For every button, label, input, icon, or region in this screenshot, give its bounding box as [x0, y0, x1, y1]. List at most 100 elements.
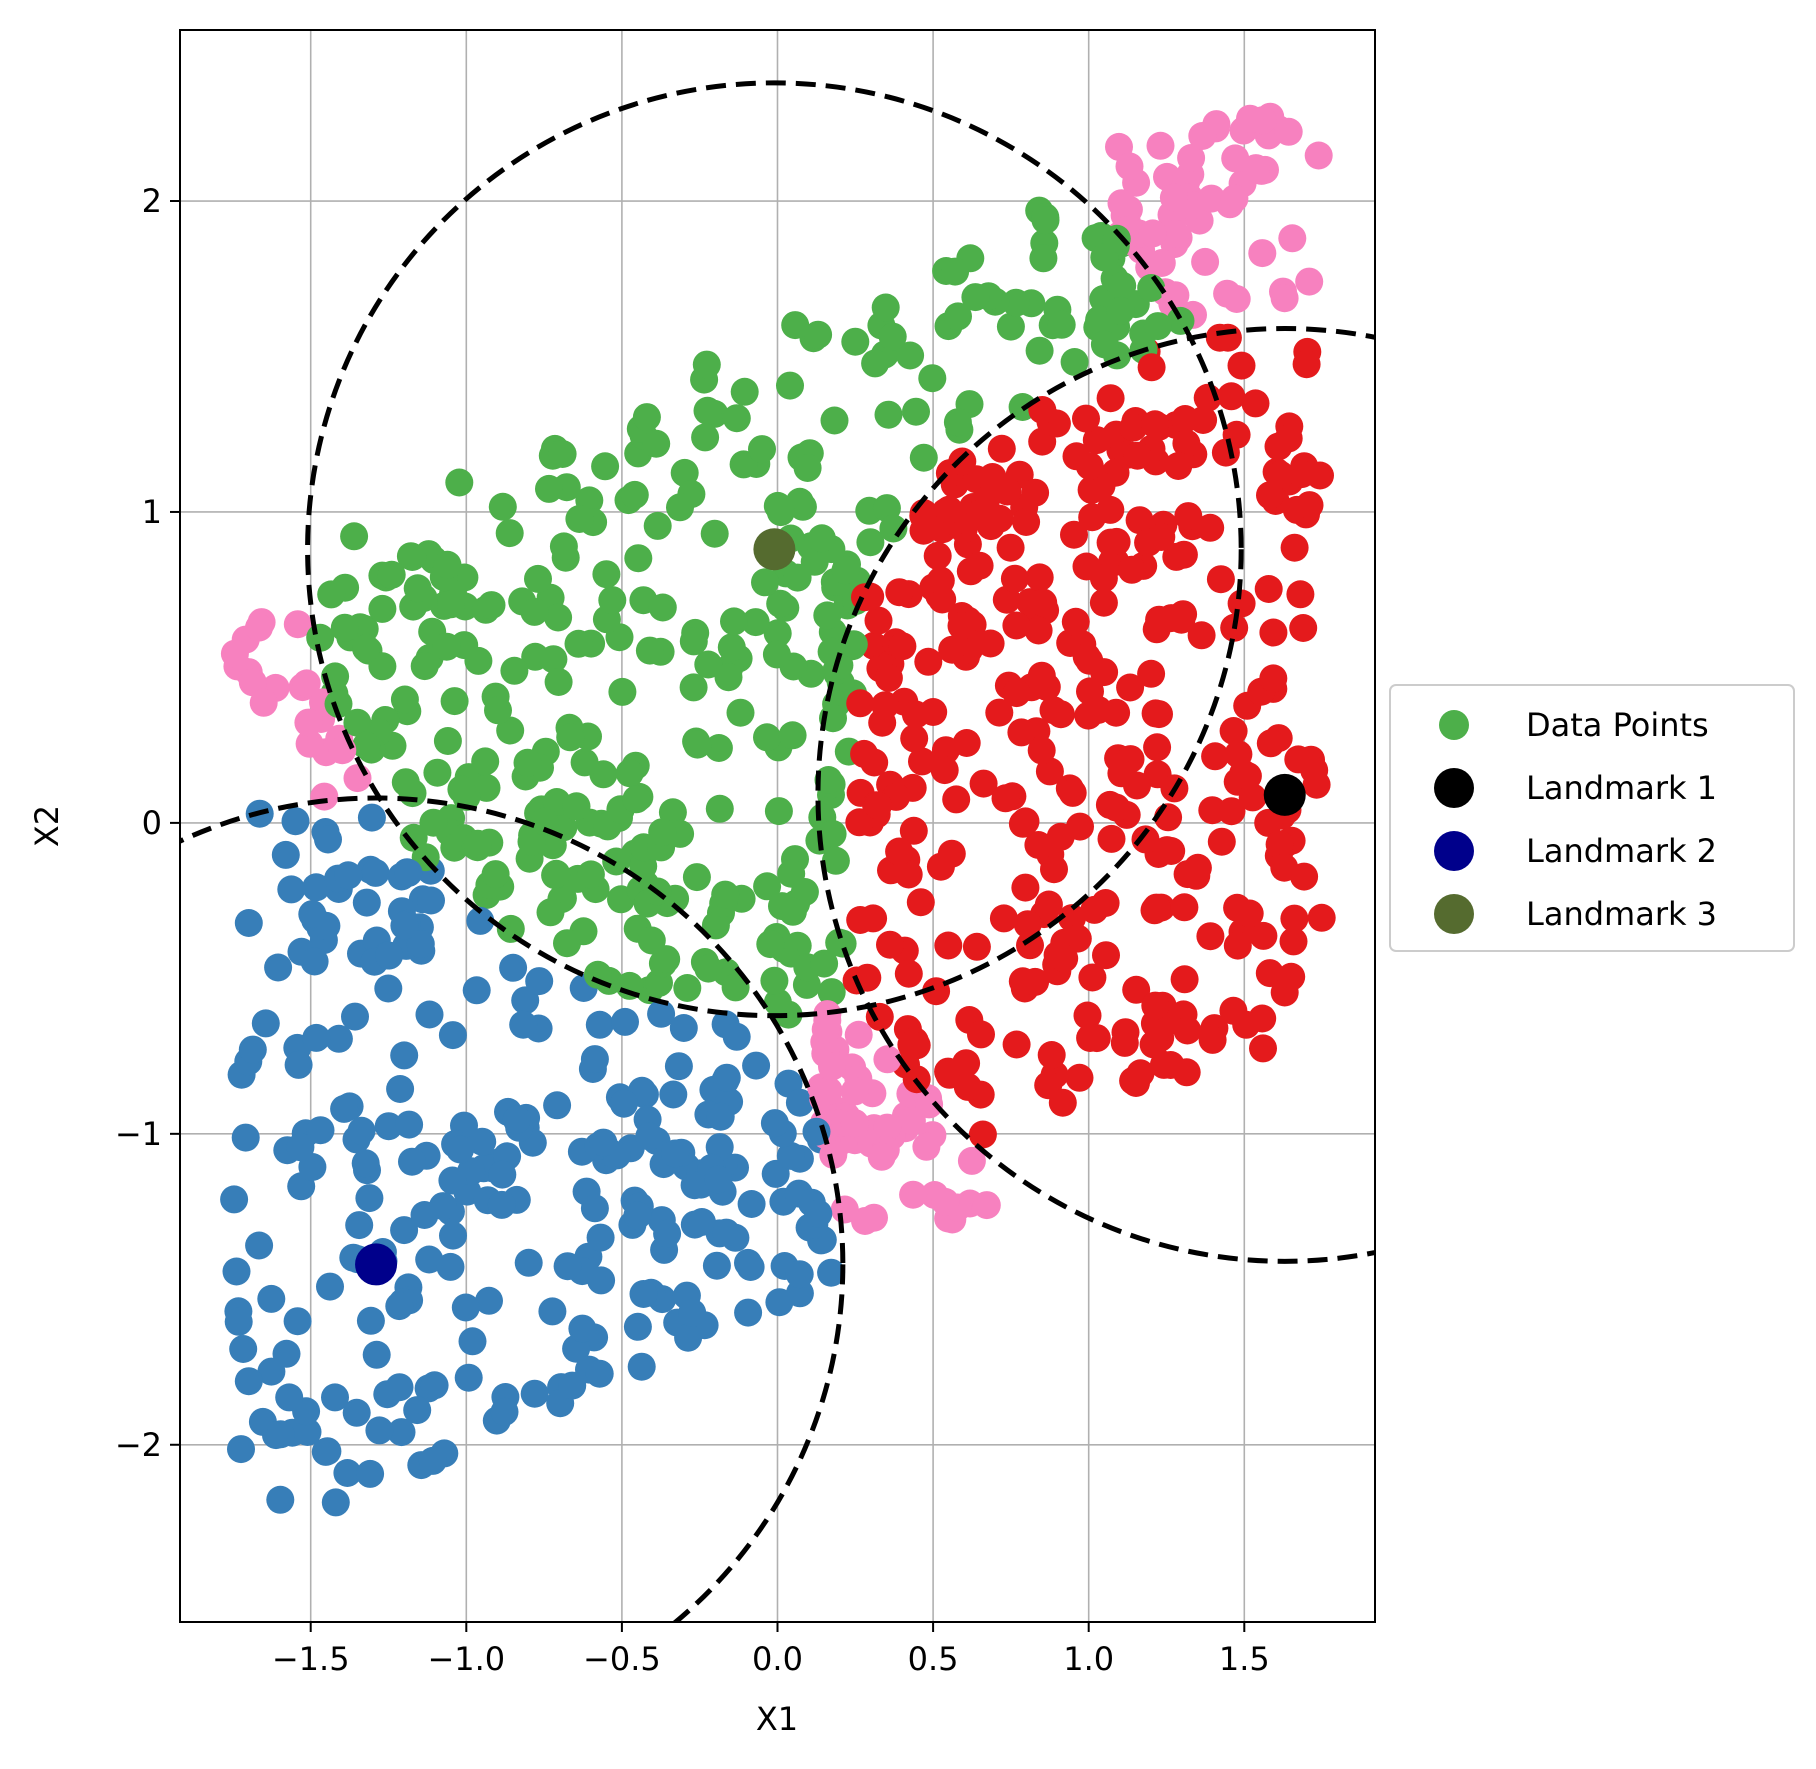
data-point	[751, 568, 779, 597]
data-point	[1145, 700, 1173, 729]
data-point	[538, 1297, 567, 1326]
data-point	[1029, 244, 1058, 273]
data-point	[524, 564, 552, 593]
x-axis-label: X1	[756, 1700, 798, 1738]
data-point	[314, 825, 342, 854]
data-point	[398, 1147, 426, 1176]
data-point	[311, 1437, 340, 1466]
data-point	[1076, 677, 1104, 706]
data-point	[1169, 540, 1198, 569]
data-point	[909, 443, 938, 472]
data-point	[879, 514, 908, 543]
data-point	[1011, 807, 1040, 836]
data-point	[985, 698, 1014, 727]
data-point	[1170, 893, 1199, 922]
data-point	[1153, 836, 1181, 865]
data-point	[720, 607, 748, 636]
data-point	[1091, 889, 1120, 917]
data-point	[438, 1021, 467, 1050]
data-point	[1102, 793, 1131, 822]
data-point	[856, 528, 885, 557]
data-point	[1037, 1041, 1066, 1069]
data-point	[1224, 740, 1253, 769]
data-point	[298, 900, 327, 929]
data-point	[306, 1116, 335, 1145]
data-point	[446, 1135, 475, 1164]
data-point	[1233, 762, 1262, 790]
data-point	[957, 1146, 986, 1175]
data-point	[666, 493, 694, 522]
data-point	[793, 454, 822, 482]
data-point	[1096, 495, 1125, 524]
data-point	[468, 1127, 497, 1156]
data-point	[385, 1292, 414, 1321]
data-point	[598, 586, 627, 615]
data-point	[1002, 1030, 1031, 1059]
data-point	[861, 349, 890, 378]
data-point	[717, 633, 746, 662]
data-point	[1077, 475, 1106, 504]
data-point	[1196, 922, 1225, 951]
data-point	[294, 708, 323, 737]
data-point	[1171, 405, 1200, 433]
data-point	[734, 1248, 762, 1277]
data-point	[368, 652, 397, 681]
data-point	[1289, 614, 1318, 642]
data-point	[840, 1077, 869, 1106]
data-point	[1295, 491, 1324, 520]
data-point	[347, 1116, 376, 1145]
data-point	[760, 966, 789, 995]
data-point	[451, 1293, 480, 1322]
data-point	[899, 1180, 928, 1209]
data-point	[860, 748, 889, 777]
data-point	[1143, 733, 1172, 762]
data-point	[275, 1383, 304, 1412]
landmark-circles	[180, 80, 1375, 1622]
data-point	[664, 1052, 693, 1081]
data-point	[343, 708, 372, 737]
data-point	[922, 977, 951, 1006]
data-point	[462, 976, 491, 1005]
data-point	[361, 858, 390, 887]
data-point	[499, 953, 528, 982]
data-point	[1126, 1059, 1155, 1088]
data-point	[429, 1192, 457, 1221]
data-point	[536, 898, 565, 927]
data-point	[1092, 941, 1120, 970]
data-point	[342, 1398, 371, 1427]
data-point	[553, 929, 581, 958]
data-point	[1011, 873, 1040, 902]
data-point	[1255, 959, 1284, 988]
data-point	[637, 926, 666, 955]
data-point	[669, 1014, 698, 1042]
legend-label: Landmark 2	[1526, 832, 1717, 870]
data-point	[386, 1075, 415, 1103]
data-point	[436, 1252, 465, 1281]
x-tick-label: 0.0	[752, 1640, 803, 1678]
data-point	[622, 785, 651, 814]
data-point	[293, 1418, 322, 1446]
data-point	[415, 1000, 444, 1029]
data-point	[841, 327, 870, 356]
data-point	[1174, 502, 1203, 531]
data-point	[762, 640, 791, 669]
data-point	[943, 408, 972, 437]
data-point	[415, 1245, 444, 1274]
data-point	[1183, 853, 1212, 882]
data-point	[919, 698, 948, 726]
data-point	[778, 897, 807, 926]
data-point	[712, 1218, 741, 1247]
data-point	[863, 791, 892, 820]
data-point	[1142, 893, 1171, 922]
data-point	[785, 1088, 814, 1117]
data-point	[972, 1191, 1001, 1220]
data-point	[300, 947, 329, 976]
data-point	[1220, 184, 1249, 213]
data-point	[1137, 659, 1166, 688]
data-point	[871, 691, 900, 720]
data-point	[897, 1107, 926, 1135]
data-point	[888, 632, 917, 661]
data-point	[477, 591, 506, 620]
data-point	[1082, 426, 1111, 455]
data-point	[643, 511, 672, 540]
